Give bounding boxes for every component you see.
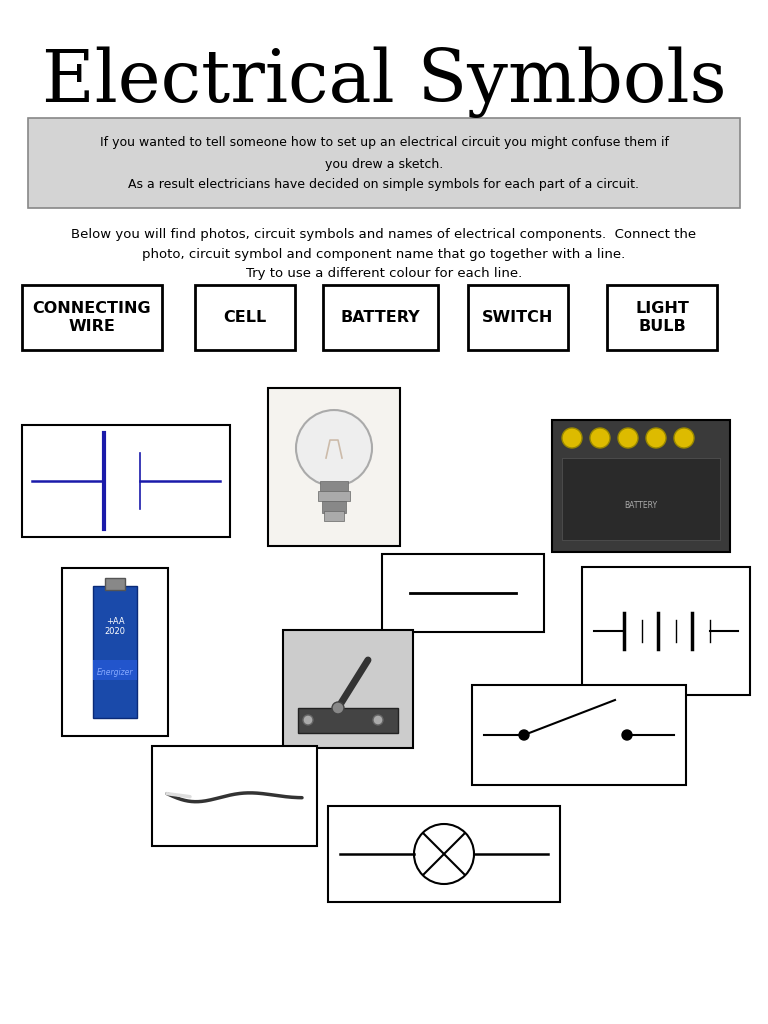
Bar [62, 568, 168, 736]
Text: you drew a sketch.: you drew a sketch. [325, 158, 443, 171]
Bar [468, 285, 568, 350]
Circle shape [674, 428, 694, 449]
Bar [582, 567, 750, 695]
Bar [283, 630, 413, 748]
Bar [320, 481, 348, 492]
Bar [382, 554, 544, 632]
Circle shape [618, 428, 638, 449]
Bar [22, 425, 230, 537]
Bar [552, 420, 730, 552]
Text: CELL: CELL [223, 310, 266, 325]
Bar [298, 708, 398, 733]
Circle shape [303, 715, 313, 725]
Bar [268, 388, 400, 546]
Text: Electrical Symbols: Electrical Symbols [41, 46, 727, 118]
Bar [328, 806, 560, 902]
Bar [105, 578, 125, 590]
Circle shape [562, 428, 582, 449]
Bar [28, 118, 740, 208]
Text: Energizer: Energizer [97, 668, 134, 677]
Text: +AA
2020: +AA 2020 [104, 617, 125, 637]
Circle shape [373, 715, 383, 725]
Text: CONNECTING
WIRE: CONNECTING WIRE [33, 301, 151, 334]
Bar [324, 511, 344, 521]
Bar [472, 685, 686, 785]
Circle shape [646, 428, 666, 449]
Bar [93, 660, 137, 680]
Text: Below you will find photos, circuit symbols and names of electrical components. : Below you will find photos, circuit symb… [71, 228, 697, 241]
Bar [22, 285, 162, 350]
Text: BATTERY: BATTERY [624, 502, 657, 510]
Bar [562, 458, 720, 540]
Text: photo, circuit symbol and component name that go together with a line.: photo, circuit symbol and component name… [142, 248, 626, 261]
Bar [607, 285, 717, 350]
Bar [322, 501, 346, 513]
Circle shape [414, 824, 474, 884]
Text: BATTERY: BATTERY [341, 310, 420, 325]
Circle shape [332, 702, 344, 714]
Text: If you wanted to tell someone how to set up an electrical circuit you might conf: If you wanted to tell someone how to set… [100, 136, 668, 150]
Bar [93, 586, 137, 718]
Circle shape [622, 730, 632, 740]
Text: Try to use a different colour for each line.: Try to use a different colour for each l… [246, 267, 522, 280]
Bar [318, 492, 350, 501]
Circle shape [590, 428, 610, 449]
Text: As a result electricians have decided on simple symbols for each part of a circu: As a result electricians have decided on… [128, 178, 640, 191]
Circle shape [296, 410, 372, 486]
Circle shape [519, 730, 529, 740]
Bar [152, 746, 317, 846]
Text: LIGHT
BULB: LIGHT BULB [635, 301, 689, 334]
Text: SWITCH: SWITCH [482, 310, 554, 325]
Bar [323, 285, 438, 350]
Bar [195, 285, 295, 350]
